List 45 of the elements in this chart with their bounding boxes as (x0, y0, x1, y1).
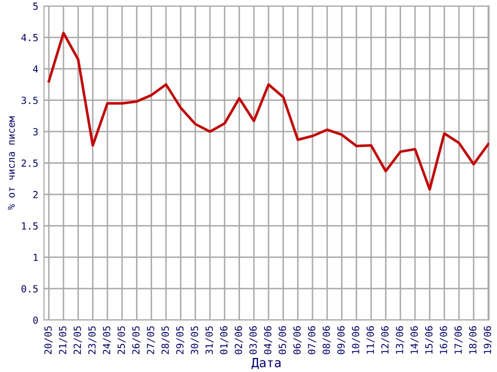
line-series (48, 32, 489, 191)
y-tick-label: 2.5 (22, 160, 38, 167)
x-tick-label: 31/05 (205, 326, 214, 354)
y-tick-label: 0.5 (22, 285, 38, 292)
x-tick-label: 28/05 (162, 326, 170, 354)
y-tick-label: 2 (33, 190, 38, 198)
x-tick-label: 11/06 (366, 326, 375, 354)
x-tick-label: 09/06 (337, 326, 346, 354)
y-tick-label: 4.5 (21, 34, 38, 42)
x-tick-label: 13/06 (396, 326, 404, 354)
x-tick-label: 30/05 (190, 326, 199, 354)
y-tick-label: 3 (33, 128, 38, 136)
x-tick-label: 01/06 (220, 326, 228, 354)
x-tick-label: 18/06 (469, 326, 478, 354)
x-tick-label: 25/05 (118, 326, 126, 354)
x-tick-label: 03/06 (249, 326, 258, 354)
x-tick-label: 06/06 (293, 326, 302, 354)
x-tick-label: 10/06 (352, 326, 360, 354)
x-tick-label: 23/05 (88, 326, 96, 354)
x-tick-label: 27/05 (146, 326, 155, 354)
x-tick-label: 19/06 (484, 326, 492, 354)
x-tick-label: 15/06 (425, 326, 434, 354)
x-tick-label: 07/06 (308, 326, 316, 354)
y-tick-label: 3.5 (22, 96, 38, 104)
x-tick-label: 05/06 (278, 326, 287, 354)
y-tick-label: 0 (33, 316, 38, 324)
y-axis-title: % от числа писем (8, 116, 15, 210)
x-tick-label: 20/05 (44, 326, 52, 354)
x-tick-label: 14/06 (410, 326, 419, 354)
y-tick-label: 1 (34, 254, 38, 261)
x-tick-label: 21/05 (58, 326, 68, 354)
x-axis-title: Дата (252, 358, 280, 370)
x-tick-label: 04/06 (264, 326, 272, 354)
x-tick-label: 08/06 (322, 326, 331, 354)
x-tick-label: 12/06 (381, 326, 390, 354)
y-tick-label: 4 (33, 65, 38, 73)
x-tick-label: 16/06 (440, 326, 448, 354)
x-tick-label: 22/05 (74, 326, 82, 354)
x-tick-label: 24/05 (102, 326, 112, 354)
x-tick-label: 26/05 (132, 326, 140, 354)
y-tick-label: 5 (33, 2, 38, 10)
x-tick-label: 17/06 (454, 326, 463, 354)
x-tick-label: 29/05 (176, 326, 184, 354)
x-tick-label: 02/06 (234, 326, 243, 354)
y-tick-label: 1.5 (22, 222, 38, 230)
